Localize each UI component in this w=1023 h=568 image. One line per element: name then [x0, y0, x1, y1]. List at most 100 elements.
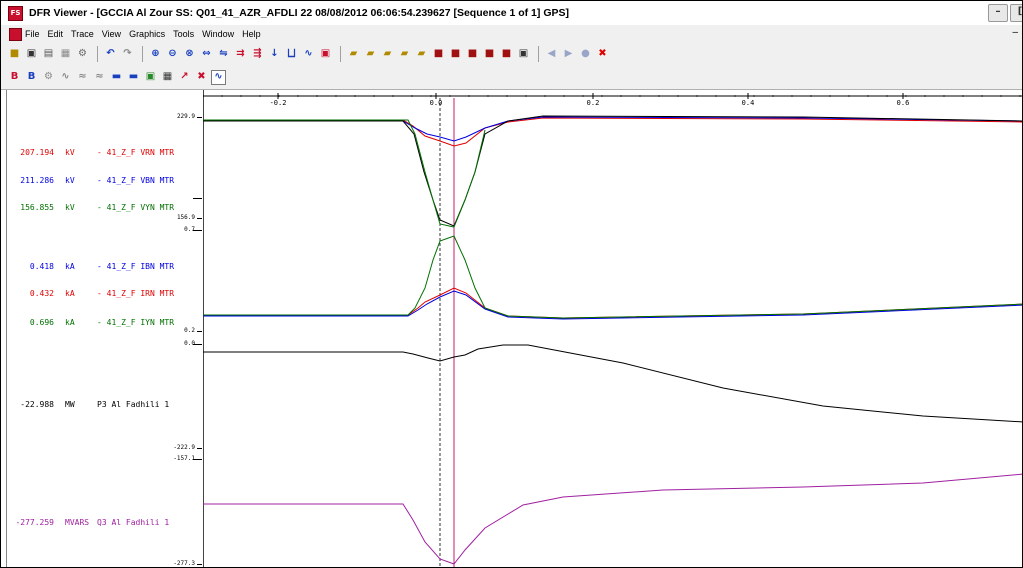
display-1-icon[interactable]: ▬ [111, 71, 122, 82]
save-2-icon[interactable]: ■ [450, 48, 461, 59]
channel-name: - 41_Z_F IYN MTR [97, 318, 175, 327]
menu-trace[interactable]: Trace [71, 29, 94, 39]
scale-tick-label: -222.9 [173, 444, 195, 451]
channel-name: - 41_Z_F IBN MTR [97, 262, 175, 271]
irn-trace [203, 287, 1022, 319]
cursor-icon[interactable]: ↗ [180, 71, 189, 82]
channel-name: - 41_Z_F VRN MTR [97, 148, 175, 157]
vrn-black-overlay [203, 115, 1022, 227]
overlay-icon[interactable]: ▣ [320, 48, 331, 59]
menu-tools[interactable]: Tools [173, 29, 195, 39]
restore-button[interactable]: [ [1010, 4, 1022, 22]
phasor-icon[interactable]: ≈ [95, 71, 104, 82]
p3-trace [203, 344, 1022, 423]
zoom-in-icon[interactable]: ⊕ [151, 48, 160, 59]
document-icon[interactable] [9, 27, 22, 41]
save-4-icon[interactable]: ■ [484, 48, 495, 59]
compress-icon[interactable]: ⇋ [219, 48, 228, 59]
display-2-icon[interactable]: ▬ [128, 71, 139, 82]
channel-separator [193, 344, 202, 345]
open-icon[interactable]: ■ [9, 48, 20, 59]
channel-unit: kV [65, 203, 75, 212]
folder-open-5-icon[interactable]: ▰ [417, 48, 426, 59]
table-icon[interactable]: ▦ [162, 71, 173, 82]
channel-separator [193, 459, 202, 460]
scale-tick-mark [197, 218, 202, 219]
time-tick-label: -0.2 [270, 99, 287, 107]
channel-name: - 41_Z_F IRN MTR [97, 289, 175, 298]
print-preview-icon[interactable]: ▤ [43, 48, 54, 59]
nav-record-icon[interactable]: ● [581, 48, 590, 59]
down-arrow-icon[interactable]: ↓ [270, 48, 279, 59]
channel-unit: kA [65, 318, 75, 327]
channel-value: 156.855 [20, 203, 54, 212]
redo-icon[interactable]: ↷ [123, 48, 132, 59]
harmonic-icon[interactable]: ≈ [78, 71, 87, 82]
mdi-minimize-button[interactable]: – [1012, 27, 1018, 38]
channel-value: 0.696 [29, 318, 54, 327]
channel-unit: kA [65, 262, 75, 271]
folder-open-4-icon[interactable]: ▰ [400, 48, 409, 59]
scale-tick-mark [197, 117, 202, 118]
iyn-trace [203, 235, 1022, 319]
save-5-icon[interactable]: ■ [501, 48, 512, 59]
channel-name: - 41_Z_F VYN MTR [97, 203, 175, 212]
menu-edit[interactable]: Edit [47, 29, 64, 39]
channel-name: Q3 Al Fadhili 1 [97, 518, 170, 527]
zoom-out-icon[interactable]: ⊖ [168, 48, 177, 59]
toolbar-separator [97, 46, 98, 62]
settings-icon[interactable]: ⚙ [44, 71, 53, 82]
wave-overlay-icon[interactable]: ∿ [211, 69, 226, 85]
filter-icon[interactable]: ⨆ [287, 48, 296, 59]
waveform-plot[interactable]: -0.2 0.0 0.2 0.4 0.6 [203, 90, 1023, 568]
menu-file[interactable]: File [25, 29, 40, 39]
toolbar-separator [538, 46, 539, 62]
time-tick-label: 0.6 [897, 99, 910, 107]
grid-icon[interactable]: ▦ [60, 48, 71, 59]
channel-name: P3 Al Fadhili 1 [97, 400, 170, 409]
channel-value: 211.286 [20, 176, 54, 185]
channel-value: -22.988 [20, 400, 54, 409]
menu-help[interactable]: Help [242, 29, 261, 39]
waveform-icon[interactable]: ∿ [61, 71, 70, 82]
folder-open-2-icon[interactable]: ▰ [366, 48, 375, 59]
scale-tick-label: 0.0 [184, 340, 195, 347]
menu-graphics[interactable]: Graphics [129, 29, 166, 39]
properties-icon[interactable]: ⚙ [78, 48, 87, 59]
nav-forward-icon[interactable]: ▶ [564, 48, 573, 59]
app-icon[interactable]: FS [8, 5, 23, 21]
marker-icon[interactable]: ✖ [197, 71, 206, 82]
channel-label-panel: 207.194 kV - 41_Z_F VRN MTR 211.286 kV - 41_Z… [6, 90, 204, 567]
minimize-button[interactable]: – [988, 4, 1008, 22]
nav-back-icon[interactable]: ◀ [547, 48, 556, 59]
time-tick-label: 0.4 [742, 99, 755, 107]
folder-open-3-icon[interactable]: ▰ [383, 48, 392, 59]
menu-window[interactable]: Window [202, 29, 235, 39]
trace-view[interactable]: 207.194 kV - 41_Z_F VRN MTR 211.286 kV - 41_Z… [1, 89, 1023, 568]
save-all-icon[interactable]: ▣ [518, 48, 529, 59]
expand-horizontal-icon[interactable]: ⇔ [202, 48, 211, 59]
scale-tick-mark [197, 564, 202, 565]
channel-name: - 41_Z_F VBN MTR [97, 176, 175, 185]
save-1-icon[interactable]: ■ [433, 48, 444, 59]
save-3-icon[interactable]: ■ [467, 48, 478, 59]
signal-icon[interactable]: ∿ [304, 48, 313, 59]
close-icon[interactable]: ✖ [598, 48, 607, 59]
scale-tick-label: 0.7 [184, 226, 195, 233]
folder-open-1-icon[interactable]: ▰ [349, 48, 358, 59]
time-tick-label: 0.2 [587, 99, 600, 107]
zoom-fit-icon[interactable]: ⊗ [185, 48, 194, 59]
title-bar[interactable]: FS DFR Viewer - [GCCIA Al Zour SS: Q01_4… [1, 1, 1022, 26]
bold-red-icon[interactable]: B [10, 71, 19, 82]
step-icon[interactable]: ⇉ [236, 48, 245, 59]
undo-icon[interactable]: ↶ [106, 48, 115, 59]
channel-value: 207.194 [20, 148, 54, 157]
menu-view[interactable]: View [101, 29, 122, 39]
bold-blue-icon[interactable]: B [27, 71, 36, 82]
print-icon[interactable]: ▣ [26, 48, 37, 59]
main-toolbar: ■ ▣ ▤ ▦ ⚙ ↶ ↷ ⊕ ⊖ ⊗ ⇔ ⇋ ⇉ ⇶ ↓ ⨆ ∿ ▣ ▰ ▰ ▰ ▰ ▰ ■ ■ ■ ■ ■ ▣ ◀ ▶ ● ✖ [1, 44, 612, 64]
multi-trace-icon[interactable]: ⇶ [253, 48, 262, 59]
monitor-icon[interactable]: ▣ [145, 71, 156, 82]
vbn-trace [203, 116, 1022, 142]
q3-trace [203, 473, 1022, 565]
